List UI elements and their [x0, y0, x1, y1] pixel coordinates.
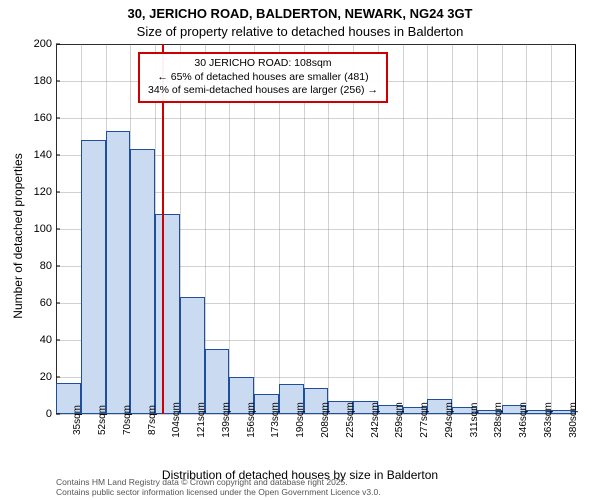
grid-line-v	[526, 44, 527, 414]
y-tick-label: 180	[28, 75, 52, 87]
x-tick-label: 346sqm	[518, 402, 529, 438]
histogram-bar	[180, 297, 205, 414]
x-tick-label: 52sqm	[97, 405, 108, 435]
grid-line-h	[56, 44, 576, 45]
x-tick-label: 156sqm	[246, 402, 257, 438]
x-tick-label: 70sqm	[122, 405, 133, 435]
y-tick-label: 40	[28, 334, 52, 346]
chart-title-description: Size of property relative to detached ho…	[0, 24, 600, 39]
annotation-box: 30 JERICHO ROAD: 108sqm ← 65% of detache…	[138, 52, 388, 103]
x-tick-label: 208sqm	[320, 402, 331, 438]
y-tick-mark	[56, 44, 60, 45]
y-tick-label: 80	[28, 260, 52, 272]
annotation-line-1: 30 JERICHO ROAD: 108sqm	[148, 57, 378, 71]
x-tick-label: 139sqm	[221, 402, 232, 438]
y-tick-mark	[56, 340, 60, 341]
y-tick-mark	[56, 192, 60, 193]
y-tick-label: 0	[28, 408, 52, 420]
x-tick-label: 242sqm	[370, 402, 381, 438]
grid-line-v	[477, 44, 478, 414]
x-tick-label: 380sqm	[568, 402, 579, 438]
x-tick-label: 121sqm	[196, 402, 207, 438]
histogram-bar	[130, 149, 155, 414]
y-tick-label: 20	[28, 371, 52, 383]
footer-attribution: Contains HM Land Registry data © Crown c…	[56, 478, 381, 498]
y-tick-mark	[56, 81, 60, 82]
grid-line-v	[452, 44, 453, 414]
x-tick-label: 35sqm	[72, 405, 83, 435]
y-tick-mark	[56, 377, 60, 378]
y-tick-mark	[56, 155, 60, 156]
x-tick-label: 328sqm	[493, 402, 504, 438]
y-tick-label: 160	[28, 112, 52, 124]
annotation-line-3: 34% of semi-detached houses are larger (…	[148, 84, 378, 98]
footer-line-2: Contains public sector information licen…	[56, 488, 381, 498]
y-tick-mark	[56, 266, 60, 267]
grid-line-v	[403, 44, 404, 414]
x-tick-label: 190sqm	[295, 402, 306, 438]
grid-line-v	[502, 44, 503, 414]
x-tick-label: 104sqm	[171, 402, 182, 438]
x-tick-label: 225sqm	[345, 402, 356, 438]
y-tick-label: 120	[28, 186, 52, 198]
histogram-bar	[106, 131, 131, 414]
x-tick-label: 173sqm	[270, 402, 281, 438]
y-tick-label: 140	[28, 149, 52, 161]
y-tick-label: 100	[28, 223, 52, 235]
grid-line-v	[551, 44, 552, 414]
y-axis-label: Number of detached properties	[11, 136, 25, 336]
y-tick-mark	[56, 303, 60, 304]
x-tick-label: 259sqm	[394, 402, 405, 438]
x-tick-label: 277sqm	[419, 402, 430, 438]
y-tick-label: 60	[28, 297, 52, 309]
x-tick-label: 363sqm	[543, 402, 554, 438]
grid-line-v	[427, 44, 428, 414]
histogram-bar	[81, 140, 106, 414]
x-tick-label: 294sqm	[444, 402, 455, 438]
annotation-line-2: ← 65% of detached houses are smaller (48…	[148, 71, 378, 85]
y-tick-mark	[56, 118, 60, 119]
chart-title-address: 30, JERICHO ROAD, BALDERTON, NEWARK, NG2…	[0, 6, 600, 21]
y-tick-mark	[56, 414, 60, 415]
x-tick-label: 311sqm	[469, 403, 480, 438]
grid-line-h	[56, 118, 576, 119]
histogram-bar	[155, 214, 180, 414]
x-tick-label: 87sqm	[147, 405, 158, 435]
y-tick-label: 200	[28, 38, 52, 50]
y-axis-label-container: Number of detached properties	[8, 44, 28, 414]
y-tick-mark	[56, 229, 60, 230]
